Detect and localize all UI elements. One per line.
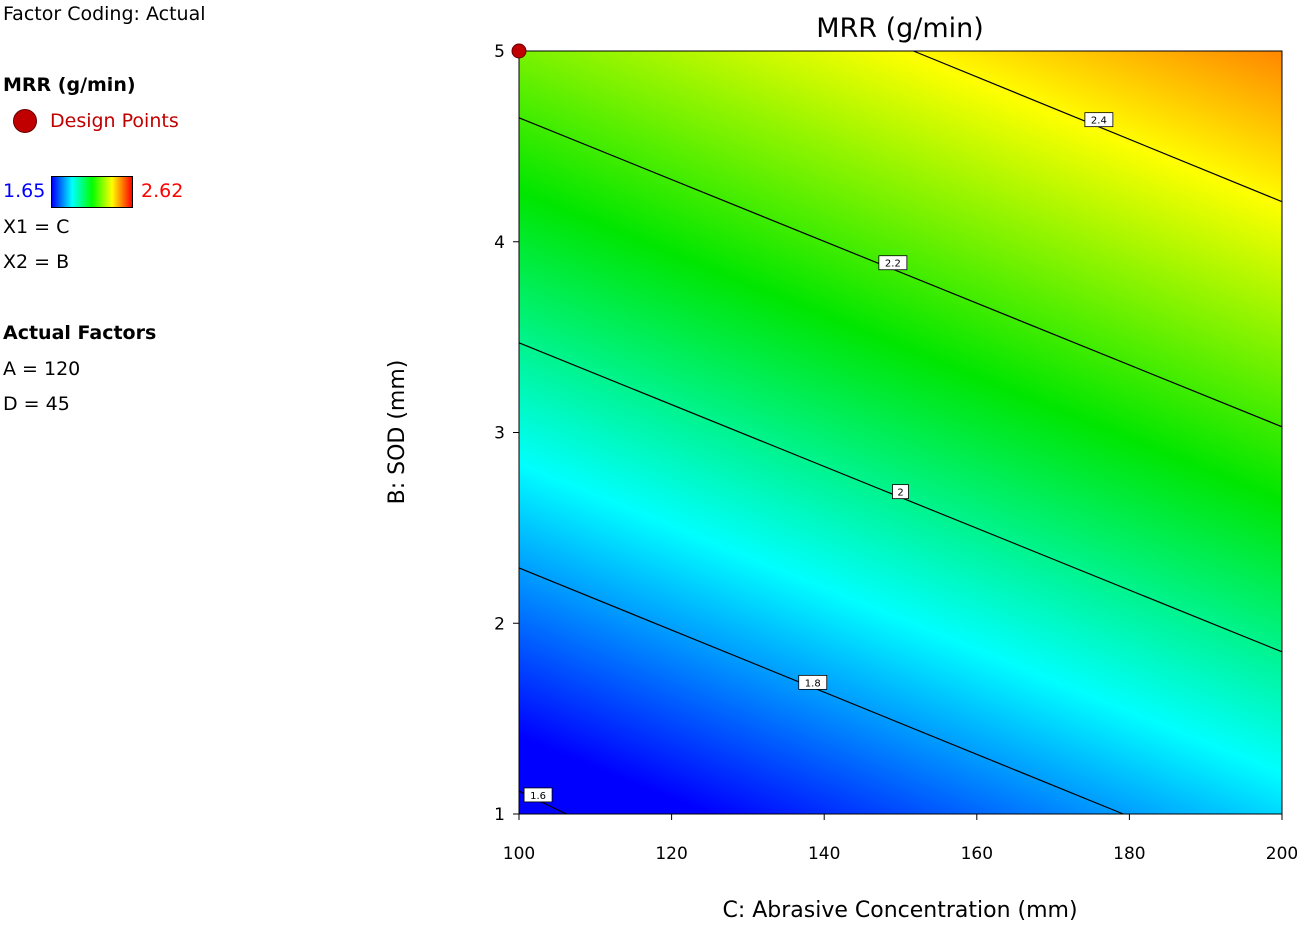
design-point <box>511 43 527 59</box>
color-scale-bar <box>51 176 133 208</box>
y-tick-label: 1 <box>494 805 505 825</box>
contour-label: 2 <box>897 488 903 499</box>
chart-title: MRR (g/min) <box>816 13 984 44</box>
contour-label: 2.4 <box>1091 116 1107 127</box>
x2-label: X2 = B <box>3 251 70 273</box>
x-tick-label: 120 <box>655 844 687 864</box>
contour-label: 1.8 <box>805 678 821 689</box>
contour-line-2.2 <box>518 117 1283 428</box>
contour-label-box <box>1084 112 1114 128</box>
x-tick-label: 140 <box>808 844 840 864</box>
contour-label: 1.6 <box>530 791 546 802</box>
factor-d-value: D = 45 <box>3 393 70 415</box>
plot-frame <box>518 50 1283 815</box>
contour-line-1.8 <box>518 567 1124 815</box>
actual-factors-title: Actual Factors <box>3 322 157 344</box>
design-point-legend-icon <box>13 109 37 133</box>
contour-label-box <box>798 674 828 690</box>
contour-label-box <box>892 484 909 500</box>
y-tick-label: 3 <box>494 424 505 444</box>
contour-label: 2.2 <box>885 259 901 270</box>
factor-a-value: A = 120 <box>3 358 81 380</box>
x-tick-label: 180 <box>1113 844 1145 864</box>
contour-label-box <box>523 787 553 803</box>
contour-color-field <box>519 51 1282 814</box>
y-tick-label: 4 <box>494 233 505 253</box>
y-axis-label: B: SOD (mm) <box>385 360 410 505</box>
x-tick-label: 160 <box>961 844 993 864</box>
x1-label: X1 = C <box>3 216 70 238</box>
x-tick-label: 100 <box>503 844 535 864</box>
contour-label-box <box>878 255 908 271</box>
scale-min-label: 1.65 <box>3 180 46 202</box>
factor-coding-label: Factor Coding: Actual <box>3 3 206 25</box>
y-tick-label: 5 <box>494 42 505 62</box>
scale-max-label: 2.62 <box>141 180 184 202</box>
x-axis-label: C: Abrasive Concentration (mm) <box>722 898 1077 923</box>
x-tick-label: 200 <box>1266 844 1298 864</box>
design-points-label: Design Points <box>50 110 179 132</box>
y-tick-label: 2 <box>494 614 505 634</box>
response-title: MRR (g/min) <box>3 74 136 96</box>
